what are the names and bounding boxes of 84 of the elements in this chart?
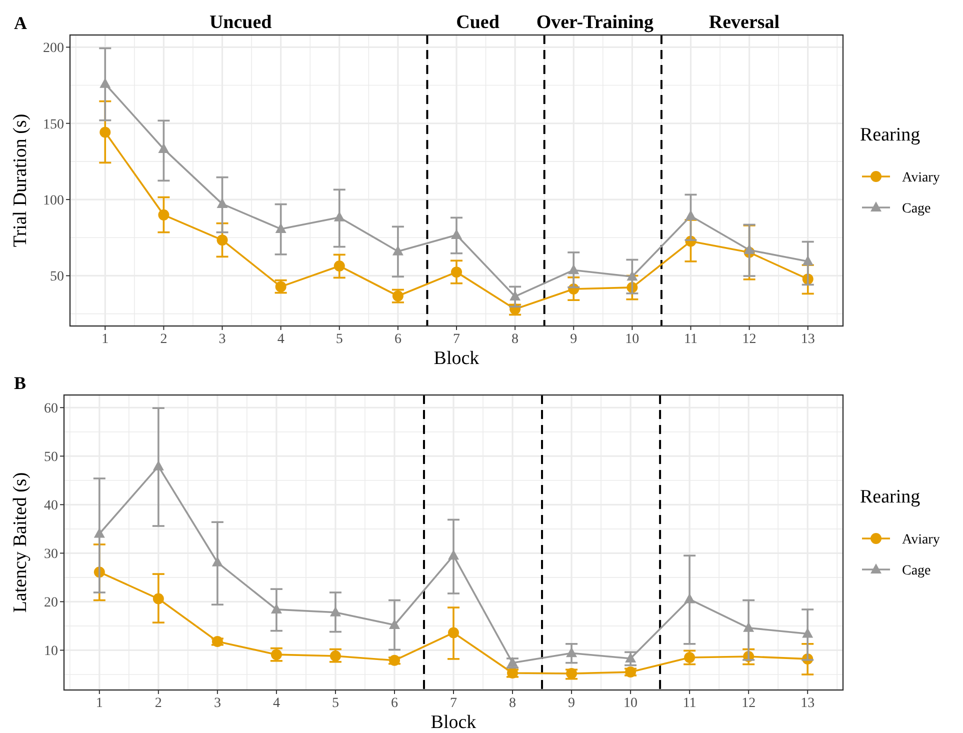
x-tick-label: 3 <box>218 332 226 347</box>
x-tick-label: 12 <box>742 696 756 711</box>
x-tick-label: 3 <box>214 696 221 711</box>
x-tick-label: 1 <box>96 696 103 711</box>
y-tick-label: 60 <box>44 402 58 417</box>
point <box>684 593 696 604</box>
point <box>158 209 170 220</box>
x-tick-label: 8 <box>512 332 519 347</box>
x-tick-label: 7 <box>453 332 460 347</box>
y-tick-label: 10 <box>44 644 58 660</box>
x-axis-title: Block <box>434 348 480 369</box>
x-tick-label: 10 <box>625 332 640 347</box>
point <box>625 652 636 662</box>
y-tick-label: 50 <box>50 270 64 285</box>
point <box>334 211 345 222</box>
point <box>802 628 814 638</box>
point <box>568 264 580 274</box>
y-tick-label: 200 <box>43 41 64 56</box>
y-tick-label: 40 <box>44 498 58 514</box>
x-tick-label: 13 <box>800 696 815 711</box>
point <box>152 593 164 604</box>
point <box>802 255 814 266</box>
point <box>212 636 223 647</box>
y-tick-label: 20 <box>44 596 58 611</box>
point <box>392 245 404 256</box>
point <box>626 270 638 281</box>
x-tick-label: 1 <box>102 332 109 347</box>
legend-title: Rearing <box>860 486 921 508</box>
point <box>388 618 400 629</box>
point <box>451 229 462 240</box>
x-tick-label: 9 <box>570 332 578 347</box>
point <box>510 290 521 300</box>
legend-label: Cage <box>902 564 931 578</box>
point <box>684 652 696 663</box>
point <box>152 460 164 470</box>
chart-title: B <box>14 373 26 393</box>
point <box>100 78 111 88</box>
x-tick-label: 11 <box>684 332 698 347</box>
x-tick-label: 12 <box>742 332 756 347</box>
text: Cued <box>456 12 500 33</box>
x-tick-label: 7 <box>450 696 457 711</box>
point <box>566 647 578 658</box>
legend-label: Aviary <box>902 532 940 548</box>
x-tick-label: 5 <box>336 332 343 347</box>
x-tick-label: 8 <box>509 696 516 711</box>
x-axis-title: Block <box>430 712 477 733</box>
x-tick-label: 2 <box>154 696 162 711</box>
text: Uncued <box>209 12 272 33</box>
point <box>334 260 345 272</box>
x-tick-label: 6 <box>390 696 398 711</box>
point <box>330 650 341 662</box>
point <box>451 266 462 278</box>
point <box>448 627 459 638</box>
y-tick-label: 150 <box>43 117 64 132</box>
point <box>270 603 282 614</box>
y-tick-label: 50 <box>44 450 58 466</box>
point <box>100 126 111 138</box>
legend-label: Aviary <box>902 170 940 186</box>
x-tick-label: 5 <box>332 696 339 711</box>
point <box>212 556 223 566</box>
y-axis-title: Trial Duration (s) <box>10 114 31 248</box>
point <box>685 210 696 220</box>
point <box>743 622 754 632</box>
text: Reversal <box>708 12 780 33</box>
x-tick-label: 4 <box>277 332 284 347</box>
legend-label: Cage <box>902 202 931 216</box>
x-tick-label: 10 <box>624 696 638 711</box>
x-tick-label: 6 <box>394 332 402 347</box>
point <box>448 550 459 560</box>
y-tick-label: 30 <box>44 547 58 562</box>
point <box>388 654 400 666</box>
point <box>94 528 105 538</box>
x-tick-label: 9 <box>568 696 576 711</box>
legend-title: Rearing <box>860 124 921 146</box>
chart-title: A <box>14 13 27 33</box>
y-tick-label: 100 <box>43 194 64 209</box>
x-tick-label: 4 <box>272 696 280 711</box>
x-tick-label: 11 <box>682 696 696 711</box>
point <box>216 234 228 246</box>
x-tick-label: 13 <box>800 332 815 347</box>
x-tick-label: 2 <box>160 332 168 347</box>
y-axis-title: Latency Baited (s) <box>10 472 31 613</box>
text: Over-Training <box>536 12 654 33</box>
point <box>330 606 341 616</box>
